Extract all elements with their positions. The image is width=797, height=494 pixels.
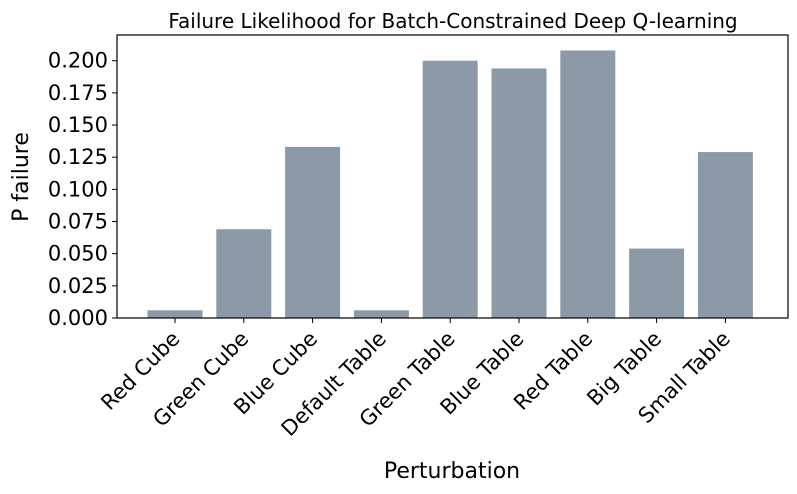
chart-title: Failure Likelihood for Batch-Constrained… xyxy=(168,9,737,33)
bar-default-table xyxy=(353,310,409,318)
y-tick-label: 0.150 xyxy=(48,113,108,137)
bars-group xyxy=(147,50,753,319)
y-tick-label: 0.025 xyxy=(48,274,108,298)
y-axis: 0.000 0.025 0.050 0.075 0.100 0.125 0.150 0.175… xyxy=(48,49,117,330)
y-tick-label: 0.175 xyxy=(48,81,108,105)
y-tick-label: 0.050 xyxy=(48,242,108,266)
bar-blue-cube xyxy=(285,146,341,318)
bar-blue-table xyxy=(491,68,547,318)
x-axis-label: Perturbation xyxy=(384,459,520,484)
bar-small-table xyxy=(697,152,753,318)
bar-big-table xyxy=(629,248,685,318)
y-axis-label: P failure xyxy=(9,132,34,222)
bar-red-table xyxy=(560,50,616,318)
bar-green-table xyxy=(422,60,478,319)
y-tick-label: 0.075 xyxy=(48,210,108,234)
y-tick-label: 0.100 xyxy=(48,177,108,201)
y-tick-label: 0.200 xyxy=(48,49,108,73)
plot-frame xyxy=(116,34,789,319)
bar-red-cube xyxy=(147,310,203,318)
y-tick-label: 0.000 xyxy=(48,306,108,330)
y-tick-label: 0.125 xyxy=(48,145,108,169)
bar-green-cube xyxy=(216,229,272,318)
